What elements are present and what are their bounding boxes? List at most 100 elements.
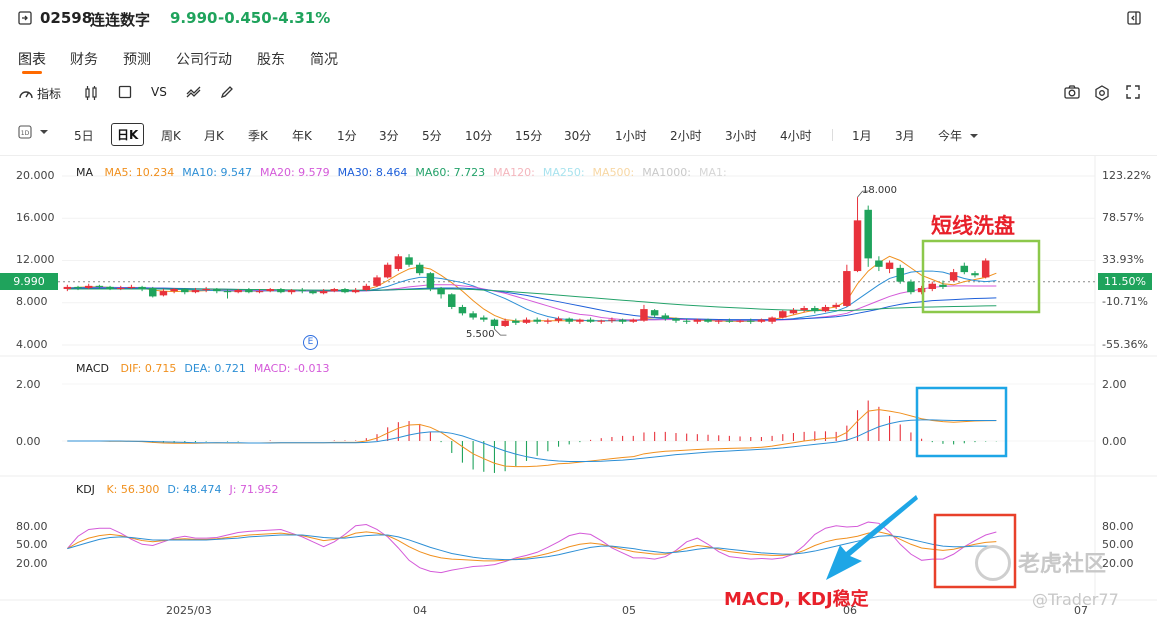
ma-line-ma20 — [67, 284, 997, 321]
macd-lines — [67, 409, 997, 468]
tab-chart[interactable]: 图表 — [18, 52, 46, 68]
candle-body — [415, 264, 424, 274]
watermark-brand: 老虎社区 — [1018, 552, 1107, 577]
ma-legend-item: MA10: 9.547 — [182, 166, 252, 179]
pct-axis-label: 78.57% — [1102, 211, 1144, 224]
stock-code: 02598 — [40, 9, 93, 27]
candle-body — [672, 318, 680, 321]
candle-body — [971, 273, 979, 276]
exit-icon[interactable] — [18, 11, 32, 25]
kdj-axis-label-right: 80.00 — [1102, 520, 1134, 533]
tab-corporate-actions[interactable]: 公司行动 — [176, 52, 232, 68]
candle-body — [373, 277, 381, 286]
price-change-pct: -4.31% — [272, 9, 331, 27]
period-dropdown[interactable]: 1D — [18, 125, 50, 139]
candle-body — [74, 286, 82, 288]
period-30min[interactable]: 30分 — [564, 129, 592, 143]
period-1min[interactable]: 1分 — [337, 129, 357, 143]
stock-chart[interactable] — [0, 155, 1157, 627]
indicator-button[interactable]: 指标 — [18, 85, 61, 102]
candle-body — [469, 313, 477, 318]
ma-legend-item: MA1: — [698, 166, 727, 179]
candle-body — [319, 291, 328, 294]
ma-legend-item: MA60: 7.723 — [415, 166, 486, 179]
expand-button[interactable] — [1126, 85, 1140, 99]
candle-body — [255, 291, 264, 293]
x-axis-label: 2025/03 — [166, 604, 212, 617]
tab-financials[interactable]: 财务 — [70, 52, 98, 68]
candle-body — [138, 286, 146, 290]
period-5min[interactable]: 5分 — [422, 129, 442, 143]
candle-body — [437, 287, 445, 295]
screenshot-button[interactable] — [1064, 85, 1080, 99]
candle-body — [853, 220, 862, 272]
candle-body — [576, 319, 584, 322]
candle-body — [896, 267, 904, 282]
tab-shareholders[interactable]: 股东 — [257, 52, 285, 68]
candle-body — [512, 320, 520, 323]
candle-body — [127, 286, 136, 288]
candle-type-button[interactable] — [84, 85, 98, 101]
period-3m[interactable]: 3月 — [895, 129, 915, 143]
event-marker-icon[interactable]: E — [303, 335, 318, 350]
trend-lines-icon — [186, 86, 201, 98]
candle-body — [170, 289, 178, 292]
candle-body — [650, 310, 659, 316]
tab-forecast[interactable]: 预测 — [123, 52, 151, 68]
period-3h[interactable]: 3小时 — [725, 129, 757, 143]
candle-body — [298, 290, 306, 292]
candle-body — [554, 318, 563, 321]
period-4h[interactable]: 4小时 — [780, 129, 812, 143]
tab-profile[interactable]: 简况 — [310, 52, 338, 68]
candle-body — [928, 283, 937, 290]
draw-button[interactable] — [220, 85, 234, 99]
candle-body — [832, 304, 840, 307]
kdj-legend-item: K: 56.300 — [106, 483, 160, 496]
candle-body — [725, 320, 734, 322]
period-1h[interactable]: 1小时 — [615, 129, 647, 143]
candle-body — [757, 319, 766, 322]
candle-body — [821, 306, 830, 312]
candle-body — [277, 289, 285, 293]
period-month-k[interactable]: 月K — [204, 129, 224, 143]
candle-body — [747, 320, 755, 322]
period-year-k[interactable]: 年K — [292, 129, 312, 143]
last-pct-tag: 11.50% — [1098, 273, 1152, 290]
period-ytd[interactable]: 今年 — [938, 127, 980, 144]
candle-body — [351, 290, 360, 293]
candle-body — [779, 311, 787, 318]
period-quarter-k[interactable]: 季K — [248, 129, 268, 143]
candle-body — [960, 265, 969, 273]
candle-body — [458, 306, 467, 314]
fullscreen-frame-button[interactable] — [118, 85, 132, 99]
period-15min[interactable]: 15分 — [515, 129, 543, 143]
candle-body — [875, 260, 883, 267]
period-week-k[interactable]: 周K — [161, 129, 181, 143]
settings-button[interactable] — [1094, 85, 1110, 101]
ma-legend-item: MA120: — [493, 166, 535, 179]
candle-body — [811, 308, 819, 312]
stable-annotation: MACD, KDJ稳定 — [724, 589, 869, 610]
tiger-logo-icon — [975, 545, 1011, 581]
period-selector: 1D 5日 日K 周K 月K 季K 年K 1分 3分 5分 10分 15分 30… — [0, 120, 1157, 148]
period-5d[interactable]: 5日 — [74, 129, 94, 143]
period-10min[interactable]: 10分 — [465, 129, 493, 143]
square-icon — [118, 85, 132, 99]
candle-body — [682, 320, 691, 322]
stock-name: 连连数字 — [90, 11, 151, 29]
candle-body — [223, 291, 232, 293]
annotation-box-green — [921, 239, 1041, 314]
macd-legend: MACD DIF: 0.715 DEA: 0.721 MACD: -0.013 — [76, 362, 345, 375]
drawing-lines-button[interactable] — [186, 85, 202, 99]
collapse-panel-icon[interactable] — [1127, 11, 1141, 25]
pct-axis-label: 33.93% — [1102, 253, 1144, 266]
candle-body — [330, 289, 339, 292]
period-day-k[interactable]: 日K — [111, 123, 145, 146]
period-2h[interactable]: 2小时 — [670, 129, 702, 143]
candle-body — [181, 289, 189, 293]
candle-body — [565, 318, 573, 322]
compare-button[interactable]: VS — [151, 85, 167, 99]
period-3min[interactable]: 3分 — [379, 129, 399, 143]
period-1m[interactable]: 1月 — [852, 129, 872, 143]
candle-body — [618, 319, 627, 322]
